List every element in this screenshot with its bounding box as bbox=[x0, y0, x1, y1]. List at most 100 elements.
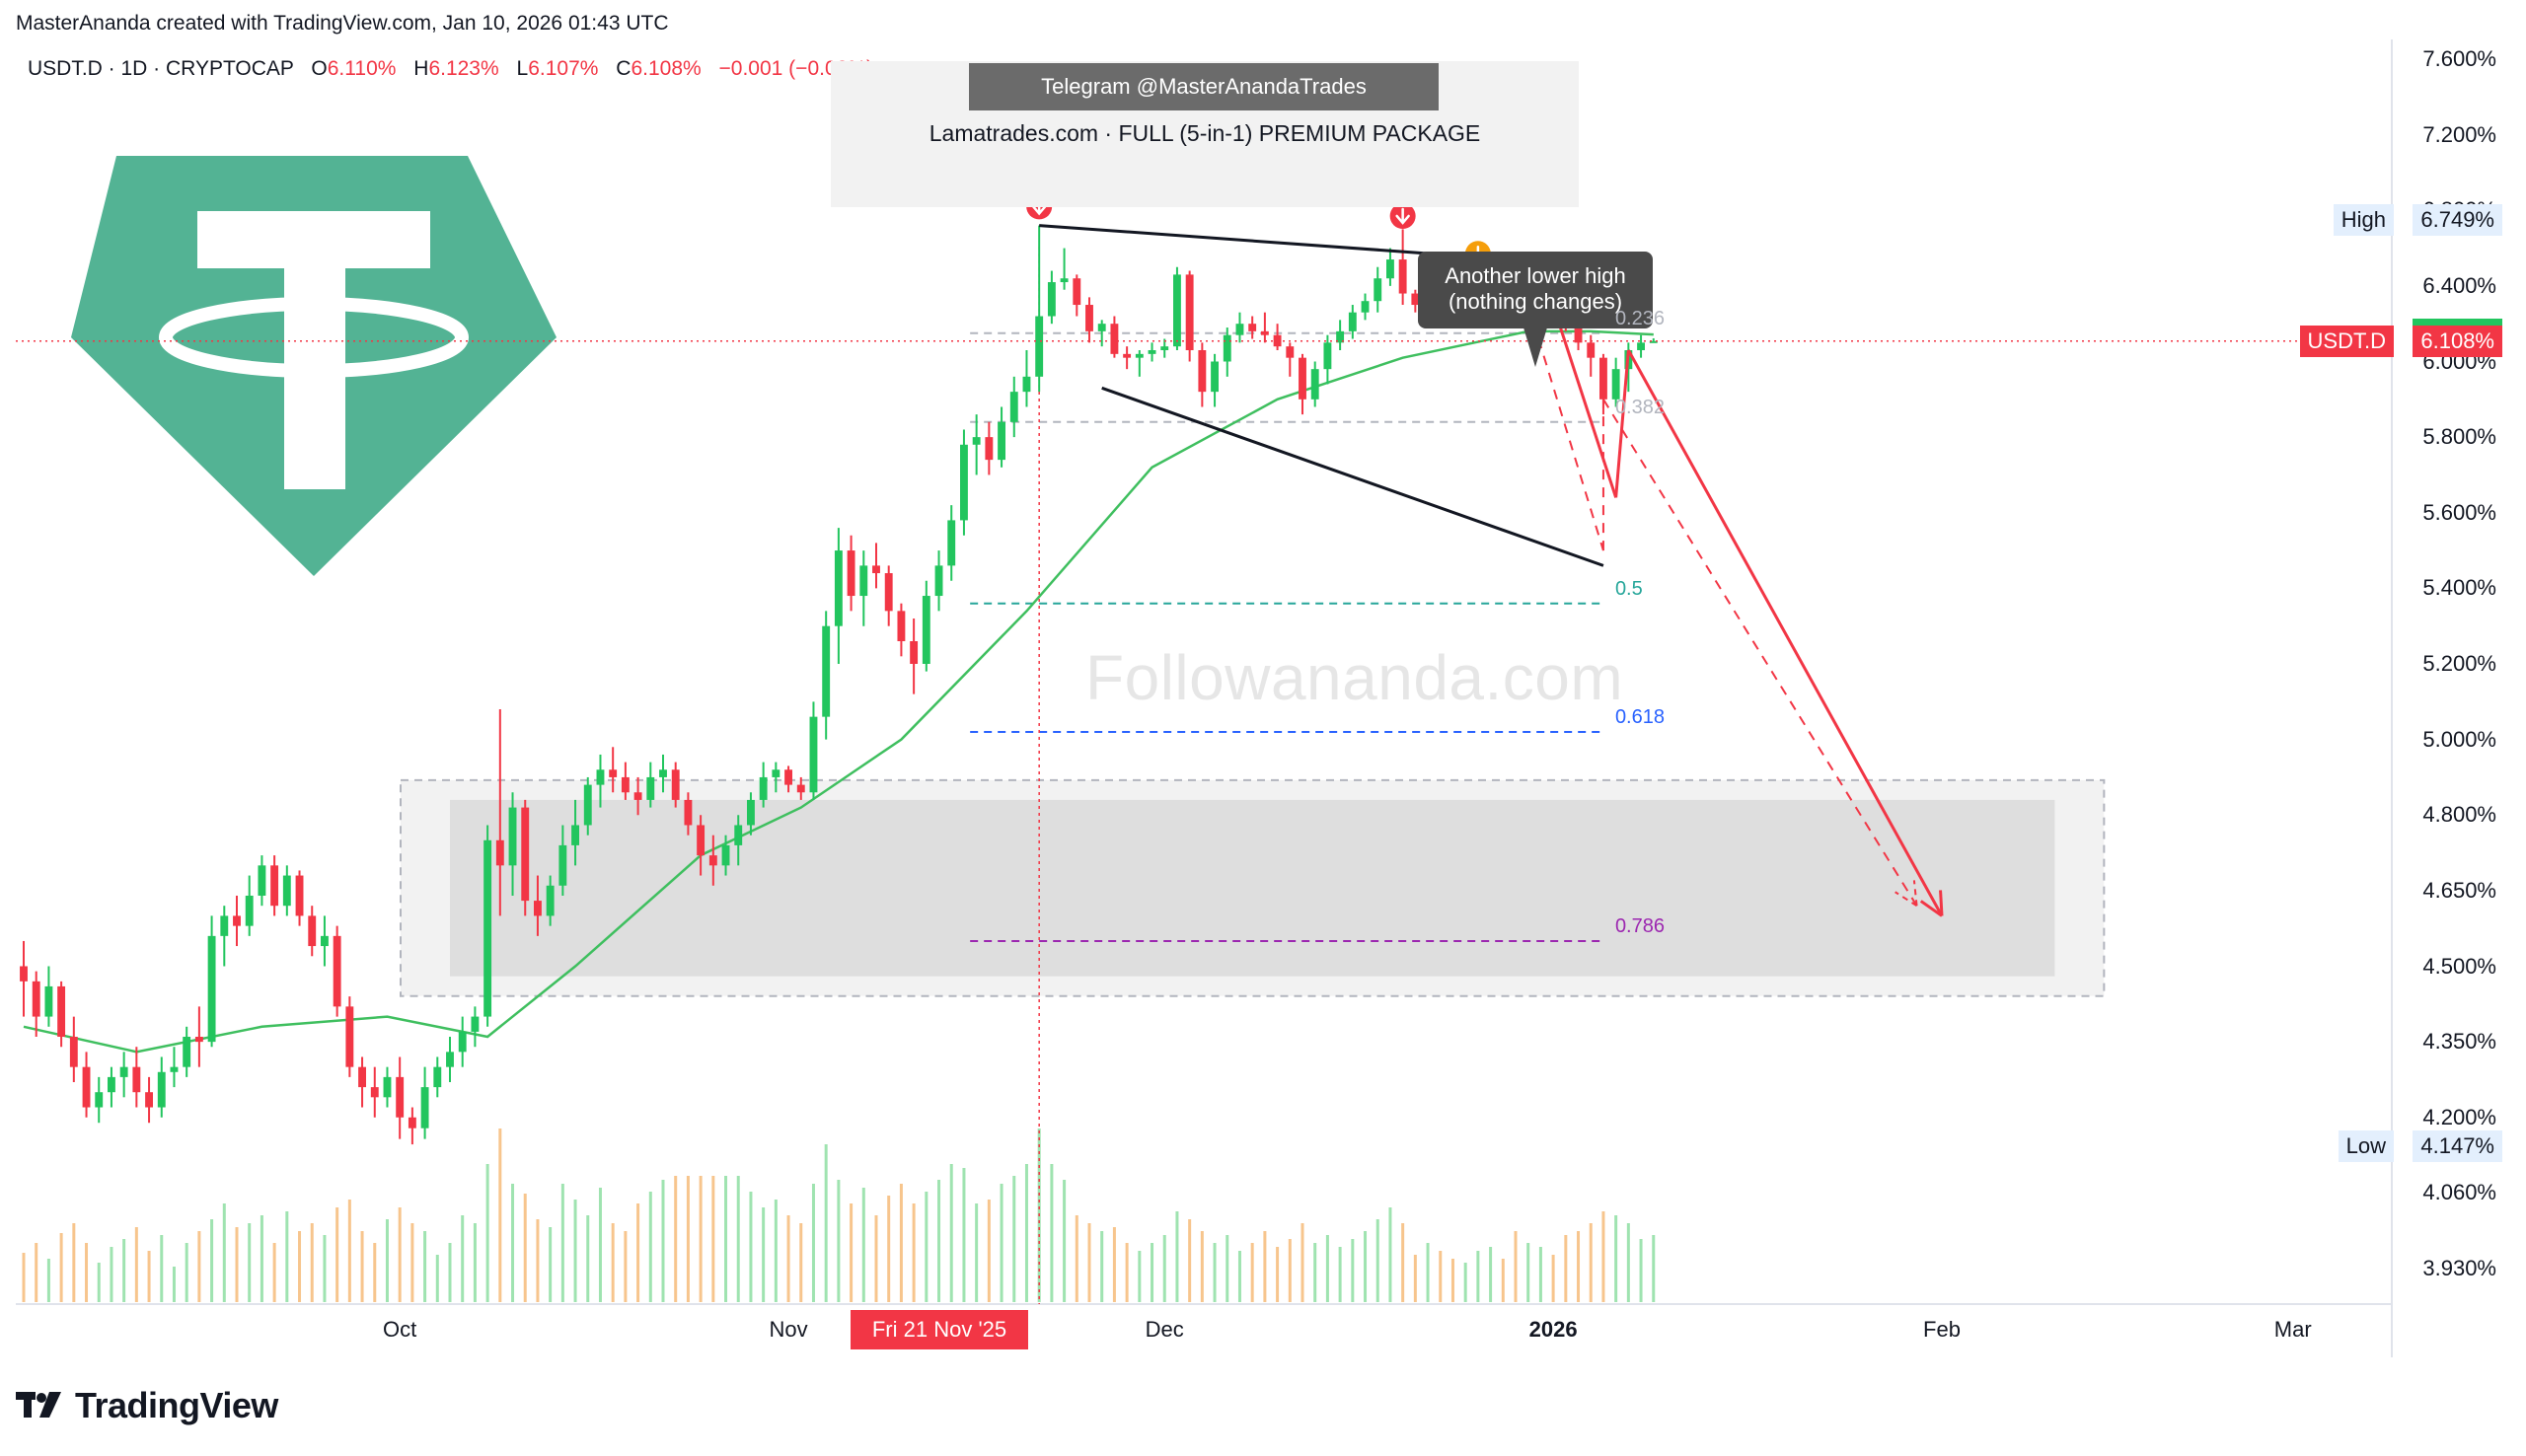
lower-trendline[interactable] bbox=[1101, 386, 1604, 567]
candle[interactable] bbox=[82, 1052, 91, 1118]
candle[interactable] bbox=[697, 815, 706, 876]
candle[interactable] bbox=[1348, 305, 1357, 339]
candle[interactable] bbox=[1248, 316, 1257, 339]
candle[interactable] bbox=[772, 762, 780, 793]
candle[interactable] bbox=[1211, 353, 1219, 407]
candle[interactable] bbox=[734, 815, 743, 866]
candle[interactable] bbox=[834, 528, 843, 664]
candle[interactable] bbox=[596, 754, 605, 808]
candle[interactable] bbox=[321, 915, 329, 967]
candle[interactable] bbox=[747, 792, 755, 836]
candle[interactable] bbox=[796, 776, 805, 800]
candle[interactable] bbox=[383, 1066, 392, 1108]
candle[interactable] bbox=[420, 1066, 429, 1139]
candle[interactable] bbox=[170, 1047, 179, 1088]
candle[interactable] bbox=[358, 1056, 366, 1108]
candle[interactable] bbox=[609, 747, 618, 793]
candle[interactable] bbox=[1223, 328, 1231, 377]
candle[interactable] bbox=[1310, 361, 1319, 407]
candle[interactable] bbox=[922, 580, 930, 672]
candle[interactable] bbox=[44, 966, 53, 1027]
candle[interactable] bbox=[396, 1056, 405, 1139]
candle[interactable] bbox=[1073, 274, 1081, 317]
candle[interactable] bbox=[947, 505, 956, 581]
candle[interactable] bbox=[1173, 266, 1181, 351]
candle[interactable] bbox=[859, 550, 868, 626]
candle[interactable] bbox=[1649, 337, 1658, 343]
candle[interactable] bbox=[659, 754, 667, 793]
candle[interactable] bbox=[282, 865, 291, 916]
candle[interactable] bbox=[558, 825, 567, 896]
candle[interactable] bbox=[233, 895, 241, 947]
candle[interactable] bbox=[1185, 270, 1194, 362]
candle[interactable] bbox=[1286, 342, 1295, 377]
candle[interactable] bbox=[308, 906, 317, 957]
candle[interactable] bbox=[370, 1066, 379, 1118]
candle[interactable] bbox=[1273, 324, 1282, 351]
candle[interactable] bbox=[458, 1016, 467, 1067]
candle[interactable] bbox=[157, 1056, 166, 1118]
candle[interactable] bbox=[1374, 266, 1382, 313]
candle[interactable] bbox=[1035, 225, 1044, 393]
candle[interactable] bbox=[1085, 297, 1093, 343]
candle[interactable] bbox=[495, 708, 504, 916]
candle[interactable] bbox=[1611, 357, 1620, 407]
candle[interactable] bbox=[1637, 334, 1645, 358]
candle[interactable] bbox=[759, 762, 768, 808]
candle[interactable] bbox=[972, 414, 981, 475]
candle[interactable] bbox=[884, 565, 893, 626]
candle[interactable] bbox=[1411, 289, 1420, 313]
candle[interactable] bbox=[1097, 320, 1106, 347]
candle[interactable] bbox=[1198, 342, 1207, 407]
candle[interactable] bbox=[20, 940, 28, 1017]
candle[interactable] bbox=[998, 406, 1005, 468]
candle[interactable] bbox=[646, 762, 655, 808]
projection-solid-3[interactable] bbox=[1627, 349, 1944, 917]
candle[interactable] bbox=[809, 701, 818, 800]
candle[interactable] bbox=[872, 543, 880, 589]
candle[interactable] bbox=[132, 1047, 141, 1108]
candle[interactable] bbox=[571, 799, 579, 866]
candle[interactable] bbox=[1336, 320, 1345, 351]
candle[interactable] bbox=[483, 825, 492, 1027]
candle[interactable] bbox=[1587, 334, 1596, 377]
candle[interactable] bbox=[1047, 270, 1056, 325]
candle[interactable] bbox=[119, 1052, 128, 1098]
candle[interactable] bbox=[1260, 312, 1269, 343]
candle[interactable] bbox=[1135, 350, 1144, 377]
tradingview-logo[interactable]: TradingView bbox=[16, 1385, 278, 1426]
candle[interactable] bbox=[621, 762, 630, 800]
candle[interactable] bbox=[583, 776, 592, 836]
candle[interactable] bbox=[1323, 334, 1332, 385]
candle[interactable] bbox=[1022, 350, 1031, 407]
candle[interactable] bbox=[207, 915, 216, 1048]
candle[interactable] bbox=[183, 1026, 191, 1077]
candle[interactable] bbox=[1398, 229, 1407, 306]
candle[interactable] bbox=[95, 1076, 104, 1124]
candle[interactable] bbox=[508, 792, 517, 896]
sell-signal-arrow-icon[interactable] bbox=[1389, 202, 1416, 229]
candle[interactable] bbox=[708, 835, 717, 886]
candle[interactable] bbox=[960, 429, 968, 536]
candle[interactable] bbox=[671, 762, 680, 808]
moving-average-line[interactable] bbox=[23, 329, 1654, 1054]
candle[interactable] bbox=[897, 603, 906, 657]
candle[interactable] bbox=[1299, 353, 1306, 415]
candle[interactable] bbox=[847, 535, 855, 612]
candle[interactable] bbox=[433, 1056, 442, 1098]
candle[interactable] bbox=[1361, 293, 1370, 321]
candle[interactable] bbox=[934, 550, 943, 612]
candle[interactable] bbox=[333, 925, 341, 1017]
candle[interactable] bbox=[1110, 316, 1119, 358]
candle[interactable] bbox=[721, 835, 730, 876]
candle[interactable] bbox=[633, 776, 642, 816]
candle[interactable] bbox=[69, 1016, 78, 1082]
candle[interactable] bbox=[1060, 248, 1069, 290]
candle[interactable] bbox=[1386, 248, 1394, 286]
candle[interactable] bbox=[521, 799, 530, 916]
candle[interactable] bbox=[57, 981, 66, 1048]
candle[interactable] bbox=[546, 875, 555, 926]
candle[interactable] bbox=[1160, 338, 1169, 358]
candle[interactable] bbox=[108, 1066, 115, 1108]
